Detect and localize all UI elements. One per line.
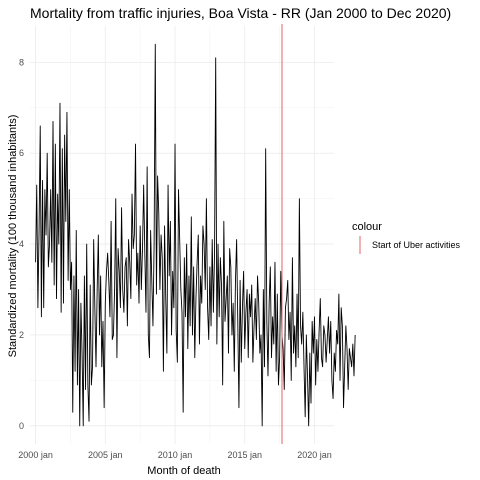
x-tick-label: 2005 jan [88,450,123,460]
legend-title: colour [352,221,382,233]
x-tick-labels: 2000 jan 2005 jan 2010 jan 2015 jan 2020 jan [18,450,331,460]
y-tick-label: 8 [19,57,24,67]
y-tick-label: 4 [19,239,24,249]
legend-label-uber: Start of Uber activities [372,240,461,250]
x-axis-title: Month of death [147,465,220,477]
y-tick-labels: 0 2 4 6 8 [19,57,24,430]
x-tick-label: 2020 jan [297,450,332,460]
y-tick-label: 6 [19,148,24,158]
legend: colour Start of Uber activities [352,221,461,254]
y-tick-label: 0 [19,421,24,431]
y-axis-title: Standardized mortality (100 thousand inh… [7,115,19,358]
series-layer [35,43,356,427]
x-tick-label: 2015 jan [227,450,262,460]
y-tick-label: 2 [19,330,24,340]
chart-title: Mortality from traffic injuries, Boa Vis… [30,5,451,21]
x-tick-label: 2000 jan [18,450,53,460]
series-line-mortality [35,43,356,427]
x-tick-label: 2010 jan [158,450,193,460]
